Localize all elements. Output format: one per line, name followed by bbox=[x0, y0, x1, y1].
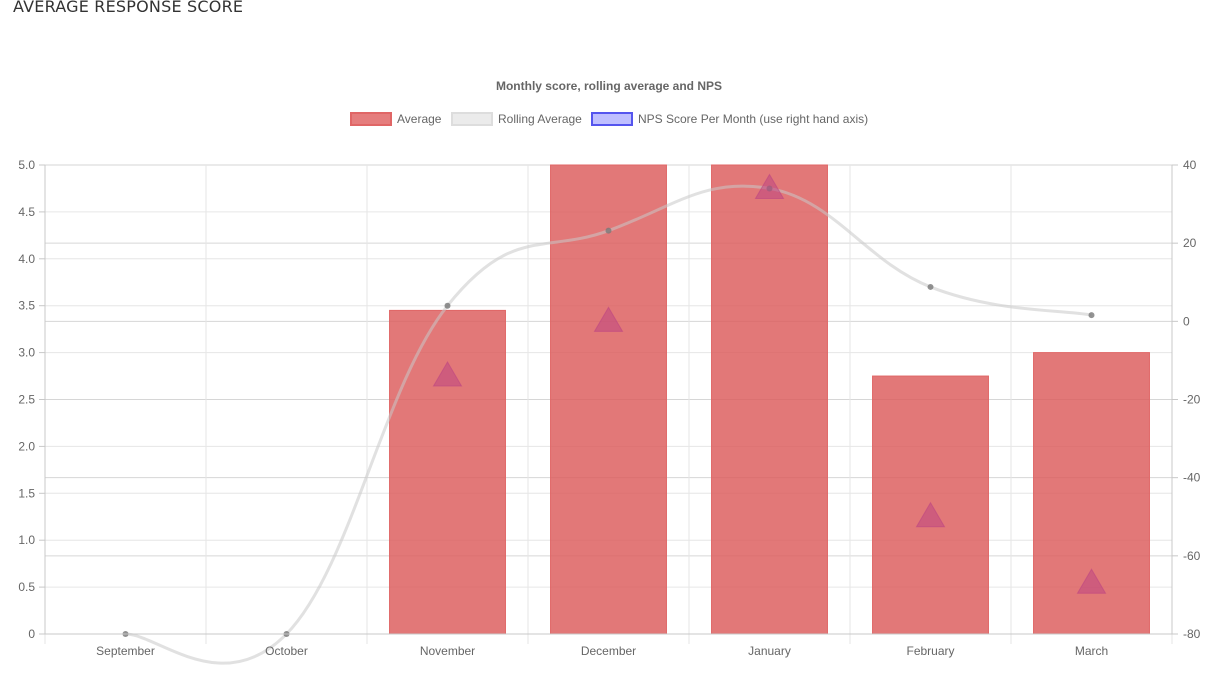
x-tick-label: March bbox=[1075, 644, 1108, 658]
y-right-tick-label: 0 bbox=[1183, 314, 1190, 328]
legend-swatch-average bbox=[350, 112, 392, 126]
y-right-tick-label: -80 bbox=[1183, 627, 1201, 641]
y-left-tick-label: 3.0 bbox=[18, 346, 35, 360]
y-left-tick-label: 1.0 bbox=[18, 533, 35, 547]
y-right-tick-label: -20 bbox=[1183, 393, 1201, 407]
x-tick-label: November bbox=[420, 644, 475, 658]
bar-average[interactable] bbox=[550, 164, 667, 635]
legend-label-nps: NPS Score Per Month (use right hand axis… bbox=[638, 112, 868, 126]
nps-point[interactable] bbox=[754, 173, 785, 199]
x-tick-label: December bbox=[581, 644, 636, 658]
x-tick-label: February bbox=[906, 644, 954, 658]
nps-markers bbox=[432, 173, 1107, 594]
y-left-tick-label: 4.5 bbox=[18, 205, 35, 219]
y-left-tick-label: 5.0 bbox=[18, 158, 35, 172]
nps-point[interactable] bbox=[915, 501, 946, 528]
bar-average[interactable] bbox=[389, 309, 506, 635]
legend-label-rolling-average: Rolling Average bbox=[498, 112, 582, 126]
x-tick-label: January bbox=[748, 644, 791, 658]
nps-point[interactable] bbox=[1076, 568, 1107, 594]
y-right-tick-label: 20 bbox=[1183, 236, 1197, 250]
x-tick-label: September bbox=[96, 644, 155, 658]
rolling-average-point[interactable] bbox=[927, 283, 934, 290]
chart-axes: 0 0.5 1.0 1.5 2.0 2.5 3.0 3.5 4.0 4.5 5.0 -80 -60 -40… bbox=[18, 158, 1200, 658]
page-heading: AVERAGE RESPONSE SCORE bbox=[13, 0, 244, 16]
rolling-average-point[interactable] bbox=[605, 227, 612, 234]
y-right-tick-label: -60 bbox=[1183, 549, 1201, 563]
chart-title: Monthly score, rolling average and NPS bbox=[496, 79, 722, 93]
average-bars bbox=[389, 164, 1150, 635]
y-right-tick-label: 40 bbox=[1183, 158, 1197, 172]
y-left-tick-label: 3.5 bbox=[18, 299, 35, 313]
bar-average[interactable] bbox=[711, 164, 828, 635]
legend-item-nps[interactable]: NPS Score Per Month (use right hand axis… bbox=[591, 112, 868, 126]
y-left-tick-label: 2.0 bbox=[18, 439, 35, 453]
y-left-tick-label: 4.0 bbox=[18, 252, 35, 266]
rolling-average-point[interactable] bbox=[1088, 312, 1095, 319]
rolling-average-point[interactable] bbox=[444, 302, 451, 309]
legend-item-rolling-average[interactable]: Rolling Average bbox=[451, 112, 582, 126]
y-left-tick-label: 0 bbox=[28, 627, 35, 641]
x-tick-label: October bbox=[265, 644, 308, 658]
nps-point[interactable] bbox=[432, 361, 463, 387]
y-left-tick-label: 2.5 bbox=[18, 393, 35, 407]
legend-item-average[interactable]: Average bbox=[350, 112, 442, 126]
y-left-tick-label: 0.5 bbox=[18, 580, 35, 594]
nps-point[interactable] bbox=[593, 306, 624, 332]
legend-label-average: Average bbox=[397, 112, 442, 126]
chart-legend[interactable]: Average Rolling Average NPS Score Per Mont… bbox=[350, 112, 868, 126]
legend-swatch-rolling-average bbox=[451, 112, 493, 126]
y-left-tick-label: 1.5 bbox=[18, 486, 35, 500]
y-right-tick-label: -40 bbox=[1183, 471, 1201, 485]
legend-swatch-nps bbox=[591, 112, 633, 126]
